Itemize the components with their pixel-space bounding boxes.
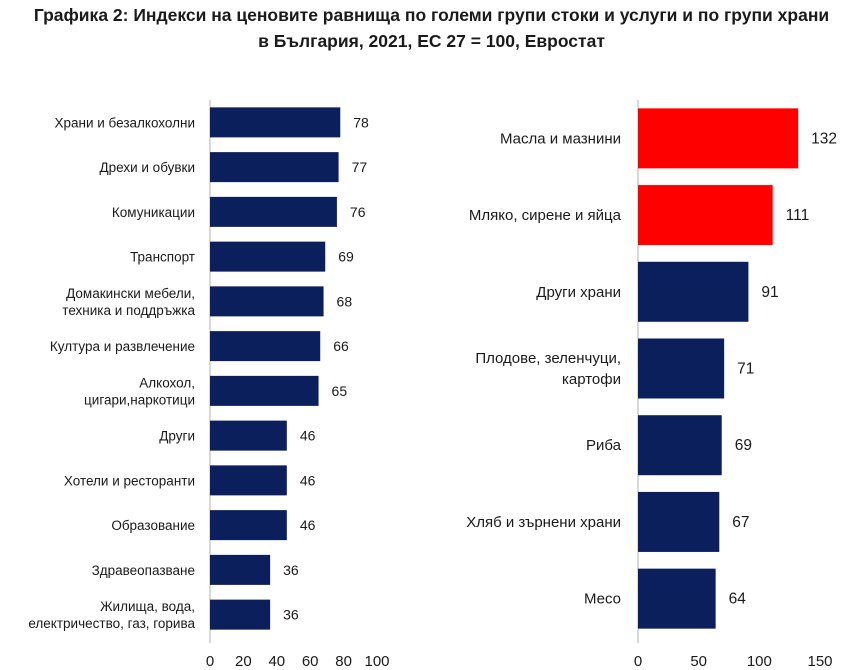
x-tick-label: 40 (268, 653, 285, 670)
category-label: Плодове, зеленчуци, (475, 350, 621, 367)
bar (210, 107, 341, 138)
category-label: Домакински мебели, (66, 286, 195, 301)
bar (210, 331, 321, 362)
category-label: Храни и безалкохолни (54, 115, 195, 130)
category-label: Здравеопазване (92, 563, 195, 578)
chart-title-line2: в България, 2021, ЕС 27 = 100, Евростат (258, 31, 605, 51)
bar (210, 152, 339, 183)
data-label: 76 (350, 204, 366, 220)
bar (638, 415, 722, 476)
bar (210, 196, 337, 227)
category-label: Култура и развлечение (50, 339, 195, 354)
data-label: 64 (729, 591, 747, 608)
category-label: цигари,наркотици (84, 392, 195, 407)
bar (210, 465, 287, 496)
category-label: Дрехи и обувки (99, 160, 195, 175)
chart-title: Графика 2: Индекси на ценовите равнища п… (0, 2, 863, 54)
data-label: 65 (332, 383, 348, 399)
chart-title-line1: Графика 2: Индекси на ценовите равнища п… (33, 5, 830, 25)
category-label: техника и поддръжка (62, 303, 195, 318)
category-label: Други храни (536, 284, 621, 301)
category-label: Риба (586, 437, 622, 454)
bar (638, 185, 773, 246)
x-tick-label: 50 (690, 653, 707, 670)
bar (210, 510, 287, 541)
x-tick-label: 100 (747, 653, 772, 670)
bar (638, 108, 799, 169)
bar (210, 554, 271, 585)
bar (638, 261, 749, 322)
x-tick-label: 100 (364, 653, 389, 670)
bar (210, 286, 324, 317)
category-label: електричество, газ, горива (28, 616, 195, 631)
bar (210, 420, 287, 451)
bar (638, 568, 716, 629)
bar (638, 491, 720, 552)
x-tick-label: 60 (302, 653, 319, 670)
bar (210, 375, 319, 406)
data-label: 69 (338, 249, 354, 265)
data-label: 68 (337, 293, 353, 309)
category-label: Масла и мазнини (500, 130, 621, 147)
category-label: Месо (584, 591, 621, 608)
data-label: 71 (737, 361, 754, 378)
category-label: Други (159, 429, 195, 444)
x-tick-label: 0 (206, 653, 214, 670)
category-label: Хотели и ресторанти (64, 473, 195, 488)
x-tick-label: 150 (807, 653, 832, 670)
data-label: 132 (811, 130, 837, 147)
x-tick-label: 80 (335, 653, 352, 670)
category-label: картофи (562, 371, 621, 388)
data-label: 77 (352, 159, 368, 175)
data-label: 69 (735, 437, 752, 454)
category-label: Транспорт (130, 250, 195, 265)
data-label: 111 (786, 207, 810, 224)
category-label: Алкохол, (139, 375, 195, 390)
x-tick-label: 0 (634, 653, 642, 670)
data-label: 46 (300, 428, 316, 444)
category-label: Жилища, вода, (100, 599, 195, 614)
category-label: Мляко, сирене и яйца (469, 207, 622, 224)
category-label: Образование (111, 518, 195, 533)
category-label: Комуникации (112, 205, 195, 220)
data-label: 36 (283, 562, 299, 578)
data-label: 66 (333, 338, 349, 354)
data-label: 78 (353, 114, 369, 130)
bar (210, 241, 326, 272)
bar (638, 338, 725, 399)
data-label: 67 (732, 514, 749, 531)
chart-panel-1: 78 Храни и безалкохолни 77 Дрехи и обувки 76… (28, 100, 390, 670)
chart-panel-2: 132 Масла и мазнини 111 Мляко, сирене и яйц… (466, 100, 837, 670)
category-label: Хляб и зърнени храни (466, 514, 621, 531)
bar (210, 599, 271, 630)
data-label: 91 (761, 284, 778, 301)
data-label: 36 (283, 607, 299, 623)
data-label: 46 (300, 472, 316, 488)
x-tick-label: 20 (235, 653, 252, 670)
data-label: 46 (300, 517, 316, 533)
